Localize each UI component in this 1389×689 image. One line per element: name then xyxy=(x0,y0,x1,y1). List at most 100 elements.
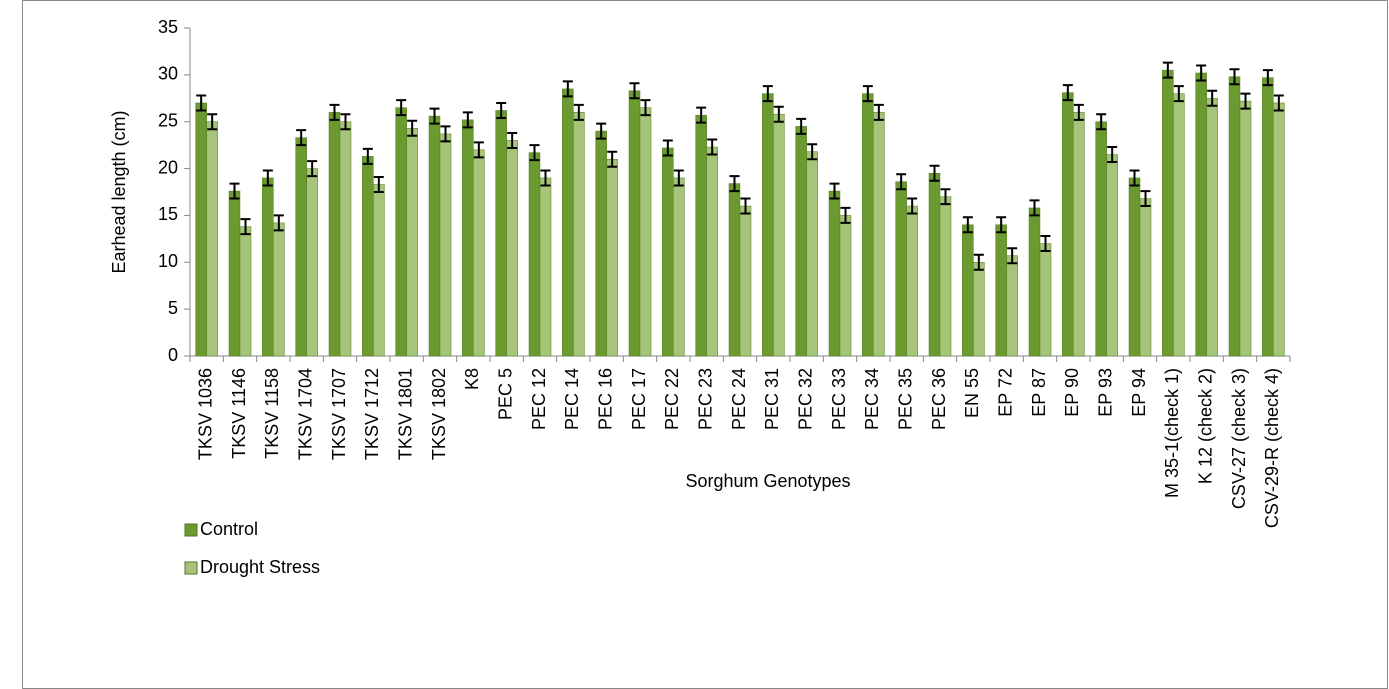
bar xyxy=(973,262,985,357)
x-tick-label: TKSV 1802 xyxy=(429,368,449,460)
bar xyxy=(762,93,774,357)
bar xyxy=(528,152,541,357)
error-bar xyxy=(1196,64,1207,82)
x-tick-label: TKSV 1707 xyxy=(329,368,349,460)
error-bar xyxy=(929,164,940,182)
bar xyxy=(928,173,941,357)
bar xyxy=(962,224,974,357)
error-bar xyxy=(396,99,407,117)
bar xyxy=(562,88,574,357)
error-bar xyxy=(1107,146,1118,164)
error-bar xyxy=(1062,84,1073,102)
bar xyxy=(795,126,807,357)
bar xyxy=(828,190,841,357)
bar xyxy=(1028,207,1041,357)
bar xyxy=(462,119,474,357)
bar xyxy=(506,140,518,357)
error-bar xyxy=(1173,85,1184,103)
x-tick-label: PEC 24 xyxy=(729,368,749,430)
y-tick-label: 30 xyxy=(158,64,178,84)
error-bar xyxy=(407,119,418,137)
bar xyxy=(1073,112,1085,357)
error-bar xyxy=(229,182,240,200)
x-tick-label: M 35-1(check 1) xyxy=(1162,368,1182,498)
x-tick-label: EP 94 xyxy=(1129,368,1149,417)
bar xyxy=(473,149,485,357)
x-tick-label: TKSV 1036 xyxy=(195,368,215,460)
bar xyxy=(606,158,618,357)
y-tick-label: 15 xyxy=(158,204,178,224)
bar xyxy=(695,114,707,357)
error-bar xyxy=(507,131,518,149)
bar xyxy=(1006,255,1018,357)
x-tick-label: CSV-29-R (check 4) xyxy=(1262,368,1282,528)
error-bar xyxy=(329,103,340,121)
x-tick-label: PEC 14 xyxy=(562,368,582,430)
bar xyxy=(595,130,607,357)
legend-label: Drought Stress xyxy=(200,557,320,577)
error-bar xyxy=(1073,103,1084,121)
x-tick-label: PEC 32 xyxy=(795,368,815,430)
x-tick-label: TKSV 1158 xyxy=(262,368,282,459)
bar xyxy=(1128,177,1141,357)
bar xyxy=(1173,93,1185,357)
bar xyxy=(295,137,307,357)
bar xyxy=(839,215,852,357)
error-bar xyxy=(340,113,351,131)
error-bar xyxy=(473,141,484,159)
y-axis-label: Earhead length (cm) xyxy=(109,110,129,273)
bar xyxy=(1206,98,1218,357)
bar xyxy=(639,107,652,357)
y-tick-label: 25 xyxy=(158,110,178,130)
bar xyxy=(873,112,885,357)
error-bar xyxy=(873,103,884,121)
error-bar xyxy=(273,214,284,232)
y-tick-label: 10 xyxy=(158,251,178,271)
error-bar xyxy=(796,117,807,135)
error-bar xyxy=(840,206,851,224)
error-bar xyxy=(540,169,551,187)
x-tick-label: EP 90 xyxy=(1062,368,1082,417)
bar xyxy=(373,184,385,357)
error-bar xyxy=(429,107,440,125)
bar xyxy=(1106,154,1118,357)
error-bar xyxy=(1240,92,1251,110)
x-tick-label: EN 55 xyxy=(962,368,982,418)
error-bar xyxy=(962,216,973,234)
error-bar xyxy=(707,138,718,156)
legend-swatch xyxy=(184,561,198,575)
y-tick-label: 5 xyxy=(168,298,178,318)
error-bar xyxy=(829,182,840,200)
error-bar xyxy=(462,111,473,129)
error-bar xyxy=(373,176,384,193)
error-bar xyxy=(673,169,684,187)
bar xyxy=(895,181,907,357)
x-tick-label: K8 xyxy=(462,368,482,390)
error-bar xyxy=(696,106,707,124)
error-bar xyxy=(607,150,618,168)
bar xyxy=(706,146,718,357)
error-bar xyxy=(207,113,218,131)
bar xyxy=(662,147,674,357)
x-tick-label: TKSV 1704 xyxy=(295,368,315,460)
error-bar xyxy=(1096,113,1107,131)
bar xyxy=(1262,77,1274,357)
bar xyxy=(395,107,407,357)
x-tick-label: PEC 12 xyxy=(529,368,549,430)
x-tick-label: TKSV 1146 xyxy=(229,368,249,459)
x-tick-label: PEC 35 xyxy=(895,368,915,430)
x-tick-label: PEC 16 xyxy=(595,368,615,430)
bar xyxy=(273,222,285,357)
x-tick-label: TKSV 1712 xyxy=(362,368,382,460)
error-bar xyxy=(573,103,584,121)
error-bar xyxy=(596,122,607,140)
error-bar xyxy=(773,105,784,123)
bar xyxy=(306,168,318,357)
error-bar xyxy=(1229,68,1240,86)
bar xyxy=(739,205,752,357)
bar xyxy=(939,196,952,357)
error-bar xyxy=(362,147,373,165)
bar xyxy=(1062,92,1074,357)
x-tick-label: TKSV 1801 xyxy=(395,368,415,460)
x-tick-label: CSV-27 (check 3) xyxy=(1229,368,1249,509)
